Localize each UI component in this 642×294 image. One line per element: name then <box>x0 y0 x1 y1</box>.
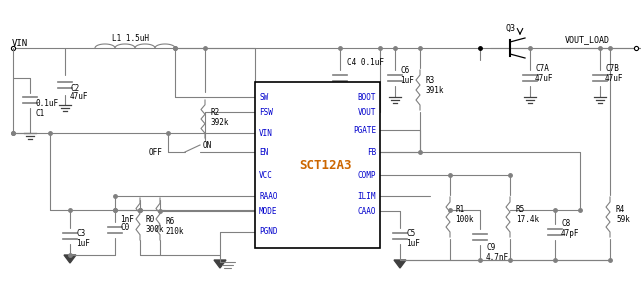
Text: 1uF: 1uF <box>400 76 414 84</box>
Text: PGATE: PGATE <box>353 126 376 134</box>
Bar <box>255 82 380 248</box>
Text: 47pF: 47pF <box>561 230 580 238</box>
Text: C1: C1 <box>35 108 44 118</box>
Text: RAAO: RAAO <box>259 191 277 201</box>
Text: 1nF: 1nF <box>120 215 134 223</box>
Text: VOUT_LOAD: VOUT_LOAD <box>565 36 610 44</box>
Text: 100k: 100k <box>455 216 474 225</box>
Text: C4 0.1uF: C4 0.1uF <box>347 58 384 66</box>
Polygon shape <box>394 260 406 268</box>
Text: 47uF: 47uF <box>605 74 623 83</box>
Text: C0: C0 <box>120 223 129 233</box>
Text: C3: C3 <box>76 230 85 238</box>
Text: 47uF: 47uF <box>70 91 89 101</box>
Text: PGND: PGND <box>259 228 277 236</box>
Text: C2: C2 <box>70 83 79 93</box>
Text: R0: R0 <box>145 216 154 225</box>
Text: 4.7nF: 4.7nF <box>486 253 509 261</box>
Text: C5: C5 <box>406 230 415 238</box>
Text: SCT12A3: SCT12A3 <box>299 158 352 171</box>
Text: C7B: C7B <box>605 64 619 73</box>
Text: R1: R1 <box>455 206 464 215</box>
Text: L1 1.5uH: L1 1.5uH <box>112 34 149 43</box>
Text: VIN: VIN <box>12 39 28 48</box>
Text: R4: R4 <box>616 206 625 215</box>
Text: 47uF: 47uF <box>535 74 553 83</box>
Text: SW: SW <box>259 93 268 101</box>
Polygon shape <box>64 255 76 263</box>
Text: VCC: VCC <box>259 171 273 180</box>
Text: 391k: 391k <box>425 86 444 94</box>
Text: C8: C8 <box>561 220 570 228</box>
Text: 392k: 392k <box>210 118 229 126</box>
Text: VIN: VIN <box>259 128 273 138</box>
Text: ON: ON <box>203 141 213 150</box>
Text: R3: R3 <box>425 76 434 84</box>
Text: C9: C9 <box>486 243 495 251</box>
Text: 1uF: 1uF <box>406 240 420 248</box>
Text: 17.4k: 17.4k <box>516 216 539 225</box>
Text: 0.1uF: 0.1uF <box>35 98 58 108</box>
Text: EN: EN <box>259 148 268 156</box>
Text: 59k: 59k <box>616 216 630 225</box>
Text: MODE: MODE <box>259 206 277 216</box>
Text: 300k: 300k <box>145 225 164 235</box>
Text: ILIM: ILIM <box>358 191 376 201</box>
Text: BOOT: BOOT <box>358 93 376 101</box>
Text: OFF: OFF <box>148 148 162 156</box>
Text: R5: R5 <box>516 206 525 215</box>
Text: CAAO: CAAO <box>358 206 376 216</box>
Text: R2: R2 <box>210 108 220 116</box>
Text: 1uF: 1uF <box>76 240 90 248</box>
Text: Q3: Q3 <box>505 24 515 33</box>
Text: FB: FB <box>367 148 376 156</box>
Text: R6: R6 <box>165 218 174 226</box>
Text: COMP: COMP <box>358 171 376 180</box>
Polygon shape <box>214 260 226 268</box>
Text: C6: C6 <box>400 66 409 74</box>
Text: C7A: C7A <box>535 64 549 73</box>
Text: FSW: FSW <box>259 108 273 116</box>
Text: 210k: 210k <box>165 228 184 236</box>
Text: VOUT: VOUT <box>358 108 376 116</box>
